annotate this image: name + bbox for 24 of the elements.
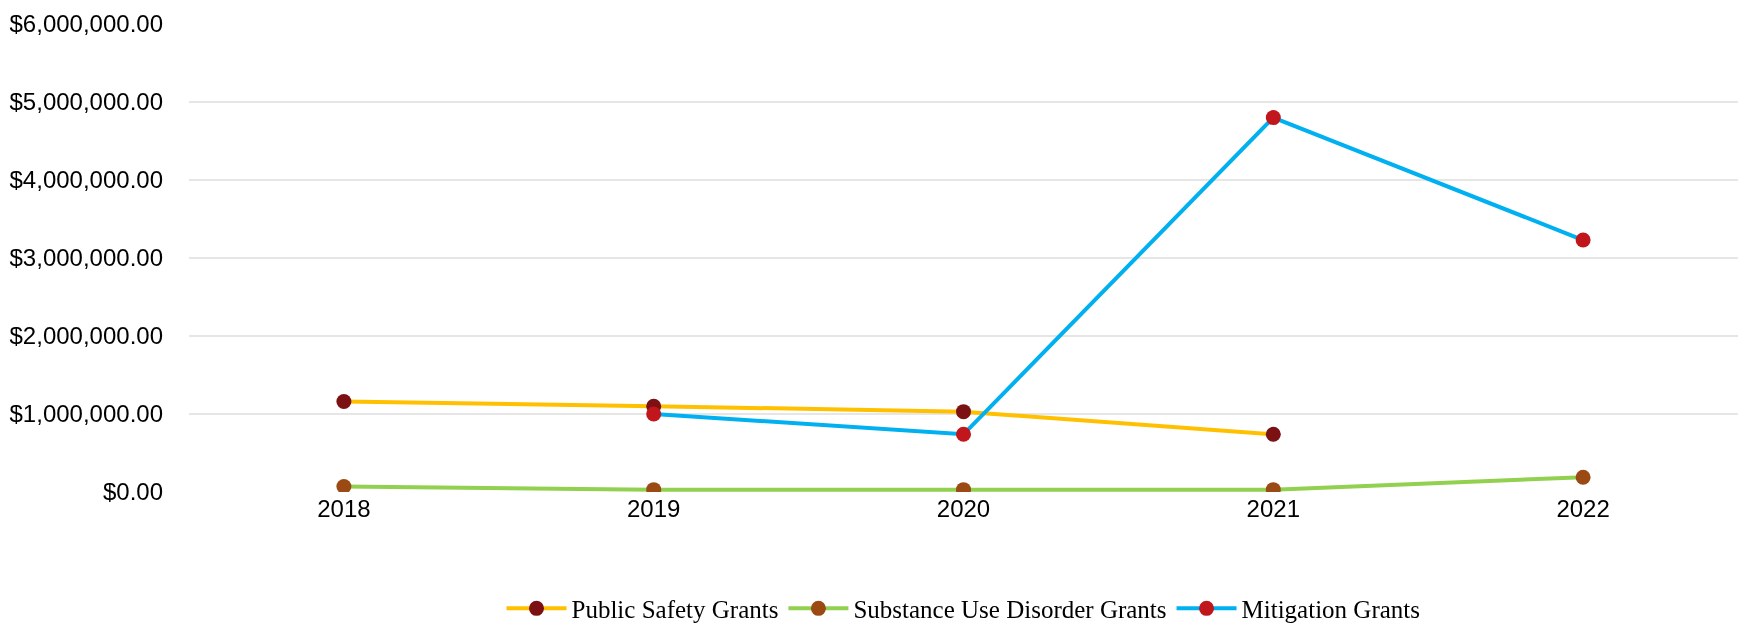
y-tick-label: $1,000,000.00 (9, 400, 163, 428)
point (1265, 110, 1281, 126)
point (1575, 469, 1591, 485)
point (336, 394, 352, 410)
point (1265, 426, 1281, 442)
point (956, 426, 971, 442)
x-tick-label: 2019 (627, 495, 681, 522)
y-tick-label: $6,000,000.00 (9, 10, 163, 38)
y-tick-label: $2,000,000.00 (9, 322, 163, 350)
point (1575, 232, 1591, 248)
x-tick-label: 2021 (1246, 495, 1300, 522)
legend-label: Public Safety Grants (571, 596, 779, 624)
x-tick-label: 2020 (936, 495, 991, 522)
y-tick-label: $4,000,000.00 (9, 166, 163, 194)
legend-label: Substance Use Disorder Grants (853, 596, 1167, 624)
point (336, 479, 352, 492)
y-tick-label: $0.00 (102, 478, 163, 506)
point (646, 406, 662, 422)
x-tick-label: 2022 (1556, 495, 1610, 522)
y-tick-label: $5,000,000.00 (9, 88, 163, 116)
x-tick-label: 2018 (317, 495, 371, 522)
point (956, 404, 971, 420)
legend-label: Mitigation Grants (1241, 596, 1421, 624)
y-tick-label: $3,000,000.00 (9, 244, 163, 272)
